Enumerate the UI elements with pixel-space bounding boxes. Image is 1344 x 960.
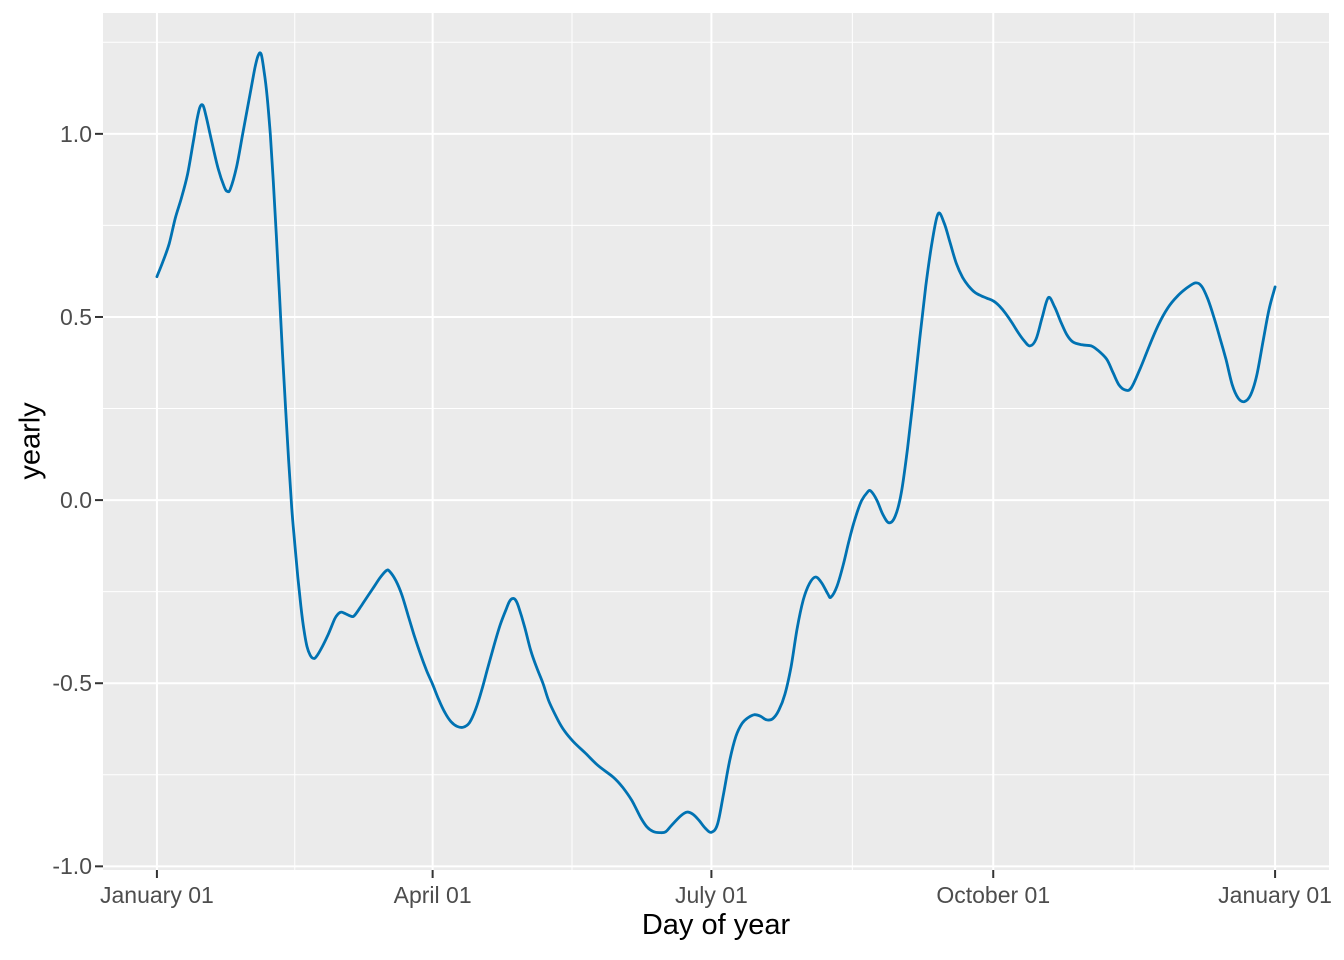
yearly-line xyxy=(155,51,1277,835)
y-tick-label: 1.0 xyxy=(60,120,92,147)
y-tick-label: -1.0 xyxy=(52,853,92,880)
x-axis-title: Day of year xyxy=(641,909,791,941)
y-tick-label: 0.5 xyxy=(60,303,92,330)
y-tick-label: -0.5 xyxy=(52,670,92,697)
y-axis-title: yearly xyxy=(14,402,47,480)
x-tick-label: January 01 xyxy=(1218,882,1332,908)
x-tick-label: July 01 xyxy=(674,882,748,908)
panel-background xyxy=(103,13,1329,870)
y-tick-label: 0.0 xyxy=(60,487,92,514)
x-tick-label: April 01 xyxy=(393,882,472,908)
x-tick-label: October 01 xyxy=(936,882,1051,908)
x-tick-label: January 01 xyxy=(100,882,214,908)
